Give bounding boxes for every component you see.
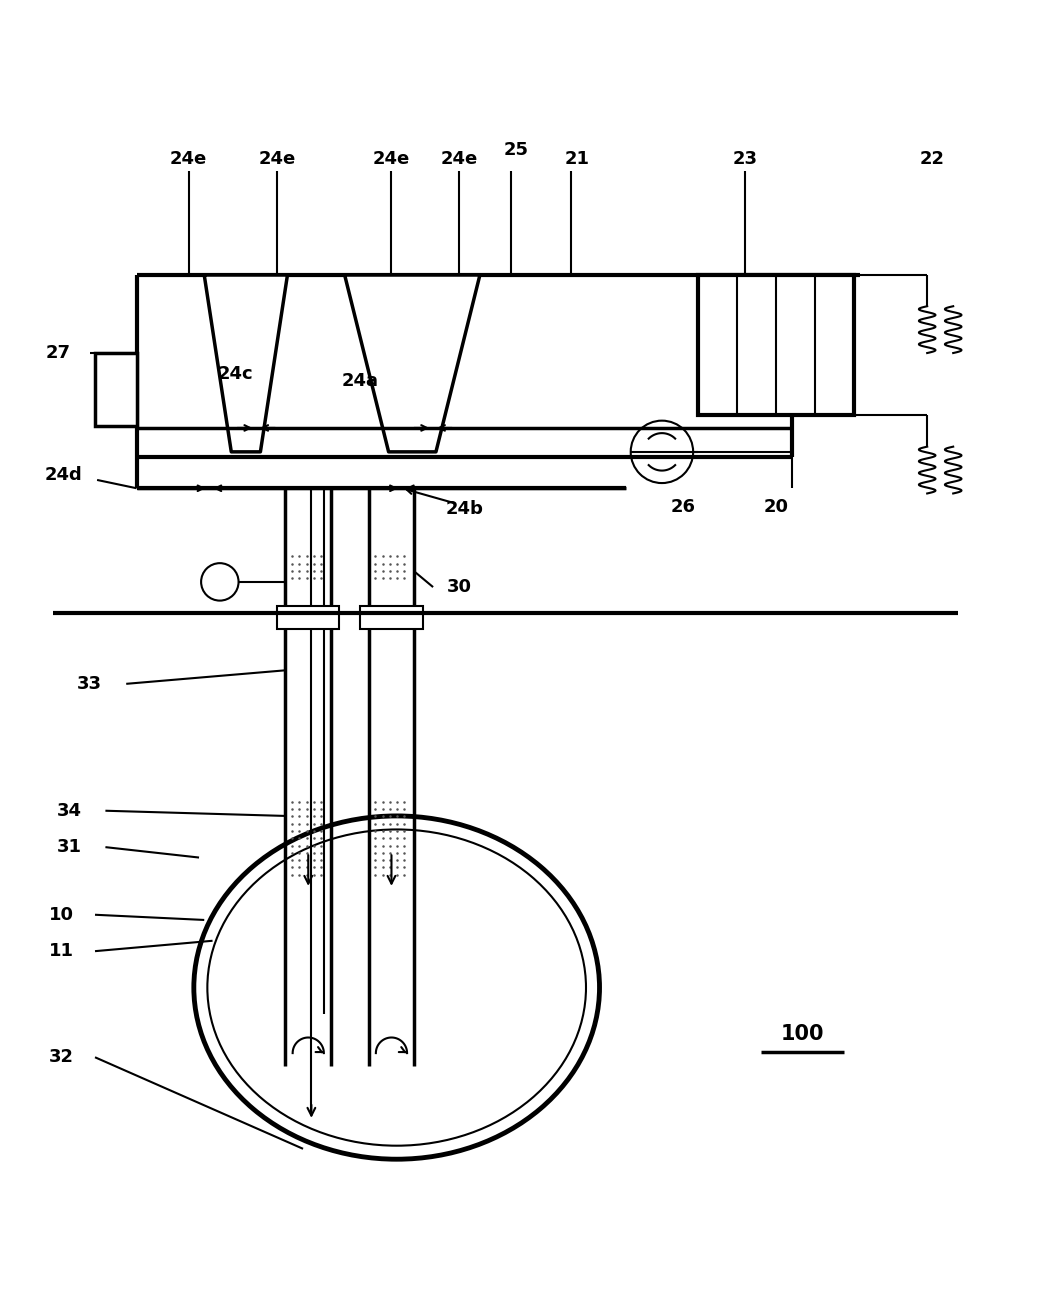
Text: 30: 30 xyxy=(446,578,471,596)
Text: 24e: 24e xyxy=(170,149,208,168)
Text: 24c: 24c xyxy=(218,365,253,383)
Text: 10: 10 xyxy=(49,905,74,924)
Text: 24e: 24e xyxy=(259,149,295,168)
Text: 31: 31 xyxy=(56,838,81,856)
Polygon shape xyxy=(344,275,480,452)
Ellipse shape xyxy=(194,816,600,1159)
Text: 24b: 24b xyxy=(445,500,483,518)
Text: 21: 21 xyxy=(564,149,589,168)
Text: 32: 32 xyxy=(49,1048,74,1066)
Text: 22: 22 xyxy=(920,149,945,168)
Bar xyxy=(360,605,422,629)
Text: 34: 34 xyxy=(56,801,81,820)
Bar xyxy=(699,275,854,416)
Text: 11: 11 xyxy=(49,942,74,960)
Text: 23: 23 xyxy=(732,149,757,168)
Text: 27: 27 xyxy=(46,344,71,362)
Text: 26: 26 xyxy=(671,498,696,516)
Text: 24d: 24d xyxy=(45,466,82,483)
Text: 20: 20 xyxy=(763,498,789,516)
Polygon shape xyxy=(204,275,288,452)
Text: 24e: 24e xyxy=(372,149,410,168)
Text: 100: 100 xyxy=(780,1025,824,1044)
Text: 24a: 24a xyxy=(342,372,379,390)
Bar xyxy=(95,353,137,426)
Text: 33: 33 xyxy=(77,674,102,692)
Text: 24e: 24e xyxy=(440,149,478,168)
Bar xyxy=(277,605,339,629)
Text: 25: 25 xyxy=(504,142,529,160)
